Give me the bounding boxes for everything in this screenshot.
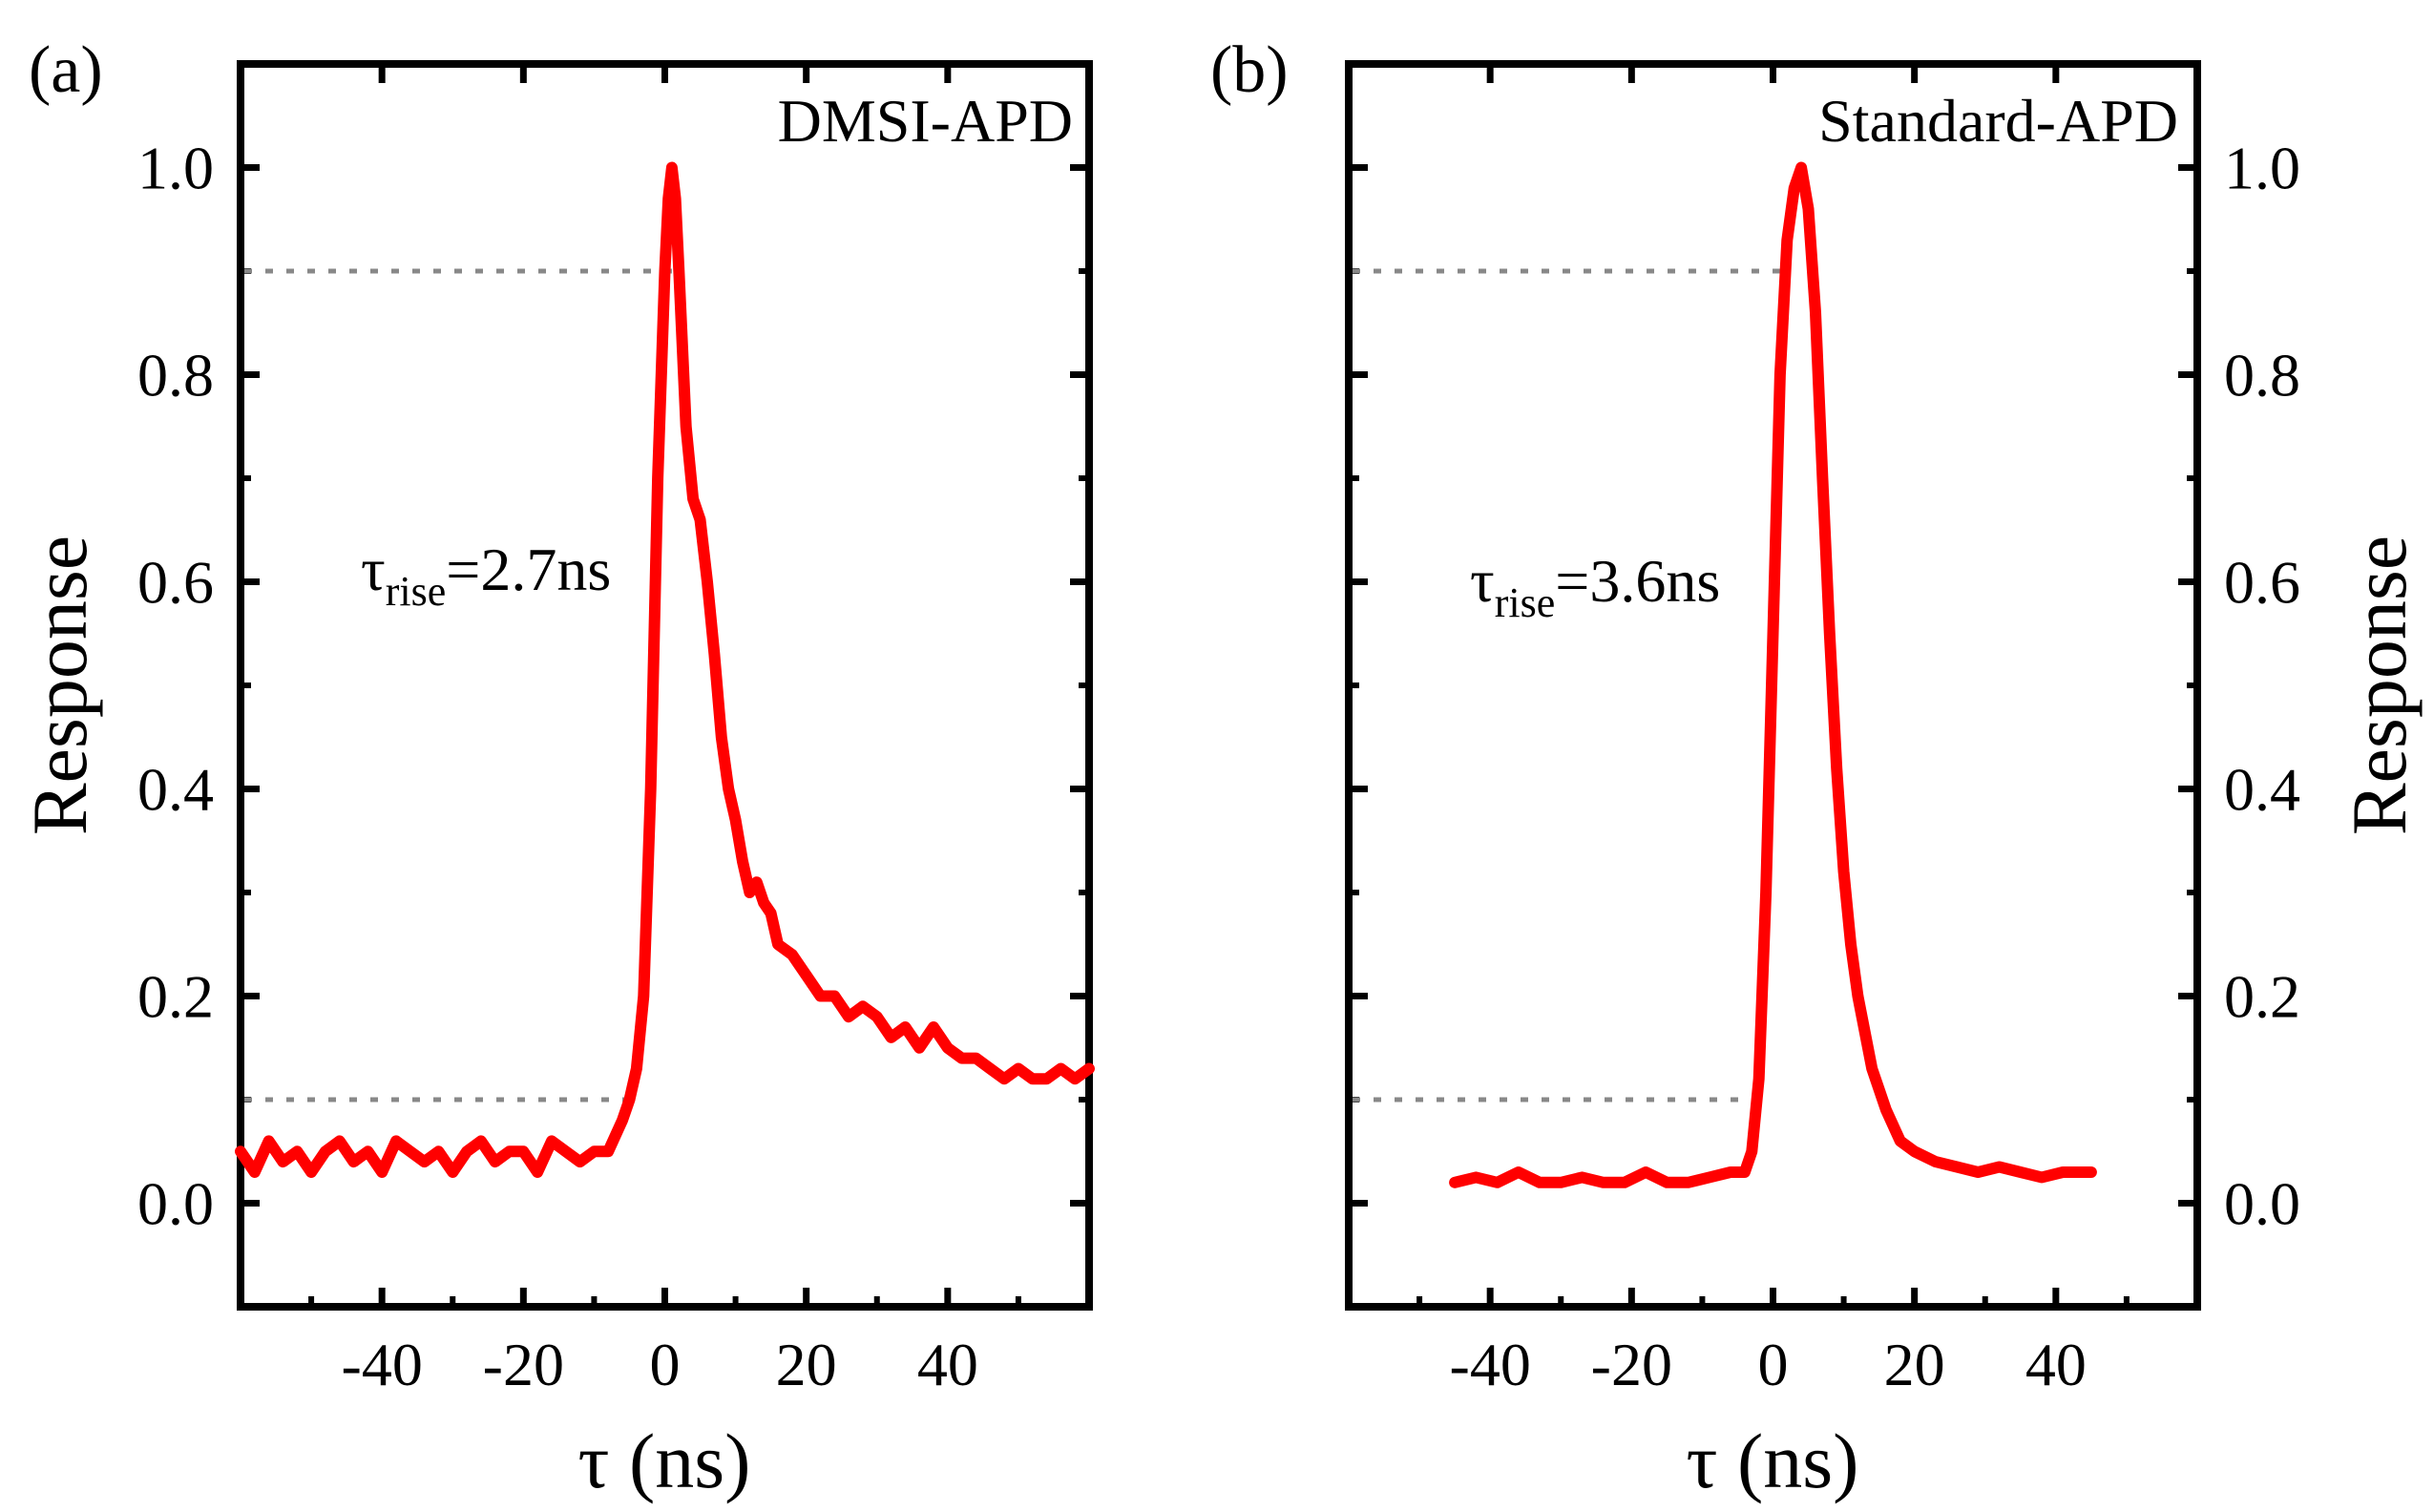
reference-lines-b: [1353, 268, 1788, 1102]
panel-label-b: (b): [1210, 33, 1289, 107]
annotation-symbol-a: τ: [361, 536, 386, 603]
rise-time-annotation-b: τrise=3.6ns: [1470, 547, 1720, 626]
y-tick-label-b: 0.8: [2224, 342, 2300, 410]
y-tick-label-a: 0.0: [137, 1170, 214, 1238]
x-tick-label-a: 20: [776, 1331, 837, 1398]
x-axis-title-a: τ (ns): [578, 1418, 751, 1504]
ticks-a: -40 -20 0 20 40 0.0 0.2 0.4 0.6 0.8 1.0: [137, 61, 1089, 1398]
ticks-b: -40 -20 0 20 40 0.0 0.2 0.4 0.6 0.8 1.0: [1349, 61, 2300, 1398]
x-tick-label-a: 0: [650, 1331, 681, 1398]
panel-a: (a) DMSI-APD Response τ (ns) -40 -20 0 20 40…: [16, 33, 1095, 1504]
y-tick-label-a: 0.2: [137, 963, 214, 1031]
data-line-a: [235, 161, 1095, 1178]
y-tick-label-a: 0.6: [137, 549, 214, 617]
y-tick-label-b: 0.0: [2224, 1170, 2300, 1238]
y-axis-title-a: Response: [16, 536, 103, 835]
data-line-b: [1449, 161, 2097, 1188]
y-tick-label-a: 0.4: [137, 756, 214, 824]
panel-label-a: (a): [29, 33, 103, 107]
x-tick-label-a: 40: [917, 1331, 978, 1398]
y-tick-label-b: 0.2: [2224, 963, 2300, 1031]
reference-lines-a: [244, 268, 672, 1102]
annotation-value-a: =2.7ns: [446, 536, 611, 603]
y-tick-label-a: 0.8: [137, 342, 214, 410]
y-axis-title-b: Response: [2336, 536, 2423, 835]
y-tick-label-b: 0.4: [2224, 756, 2300, 824]
x-tick-label-b: -40: [1450, 1331, 1531, 1398]
rise-time-annotation-a: τrise=2.7ns: [361, 536, 611, 615]
x-tick-label-b: -20: [1591, 1331, 1672, 1398]
annotation-subscript-a: rise: [386, 568, 447, 615]
x-tick-label-b: 0: [1758, 1331, 1789, 1398]
y-tick-label-a: 1.0: [137, 135, 214, 202]
legend-label-b: Standard-APD: [1818, 87, 2178, 155]
x-axis-title-b: τ (ns): [1687, 1418, 1859, 1504]
annotation-value-b: =3.6ns: [1555, 547, 1720, 615]
x-tick-label-a: -40: [342, 1331, 423, 1398]
x-tick-label-a: -20: [483, 1331, 564, 1398]
x-tick-label-b: 40: [2025, 1331, 2087, 1398]
y-tick-label-b: 0.6: [2224, 549, 2300, 617]
legend-label-a: DMSI-APD: [778, 87, 1073, 155]
series-a: [235, 161, 1095, 1178]
x-tick-label-b: 20: [1884, 1331, 1945, 1398]
y-tick-label-b: 1.0: [2224, 135, 2300, 202]
annotation-symbol-b: τ: [1470, 547, 1495, 615]
panel-b: (b) Standard-APD Response τ (ns) -40 -20 0…: [1210, 33, 2423, 1504]
series-b: [1449, 161, 2097, 1188]
annotation-subscript-b: rise: [1495, 579, 1556, 626]
